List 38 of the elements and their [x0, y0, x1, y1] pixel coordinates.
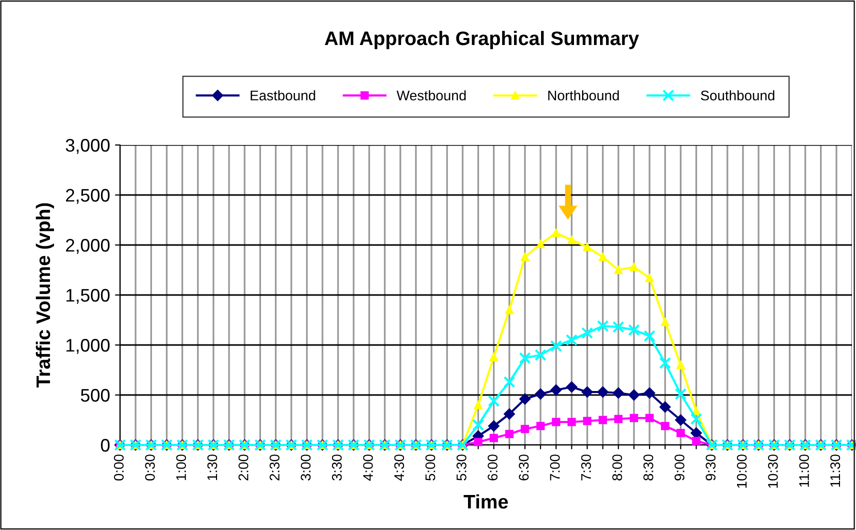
x-tick-label: 5:30 — [456, 454, 466, 480]
x-tick-label: 6:30 — [518, 454, 529, 480]
legend-label: Southbound — [700, 90, 774, 100]
x-tick-label: 1:30 — [207, 454, 218, 480]
x-tick-label: 2:00 — [238, 454, 248, 480]
x-tick-label: 3:00 — [300, 454, 311, 481]
x-tick-label: 7:30 — [581, 454, 591, 480]
y-tick-label: 3,000 — [66, 138, 110, 154]
x-tick-label: 4:30 — [394, 454, 404, 481]
x-tick-label: 0:00 — [114, 454, 124, 481]
x-tick-label: 0:30 — [145, 454, 155, 481]
y-tick-label: 1,000 — [66, 338, 110, 354]
x-tick-label: 8:30 — [643, 454, 654, 480]
legend-label: Northbound — [548, 90, 619, 100]
x-tick-label: 9:30 — [706, 454, 716, 480]
y-tick-label: 0 — [100, 438, 110, 452]
x-tick-label: 3:30 — [332, 454, 342, 481]
x-tick-label: 9:00 — [674, 454, 684, 480]
x-tick-label: 5:00 — [425, 454, 436, 480]
chart-title: AM Approach Graphical Summary — [324, 30, 640, 50]
y-tick-label: 2,000 — [66, 238, 110, 254]
x-tick-label: 7:00 — [550, 454, 560, 480]
y-tick-label: 500 — [80, 388, 110, 402]
legend-label: Westbound — [396, 90, 466, 100]
legend-label: Eastbound — [250, 90, 316, 100]
y-tick-label: 1,500 — [66, 288, 110, 304]
x-tick-label: 2:30 — [270, 454, 280, 480]
x-tick-label: 11:30 — [830, 454, 840, 487]
x-tick-label: 8:00 — [612, 454, 622, 480]
x-tick-label: 6:00 — [488, 454, 498, 480]
x-axis-title: Time — [464, 494, 508, 509]
x-tick-label: 10:30 — [768, 454, 778, 488]
x-tick-label: 10:00 — [736, 454, 747, 488]
y-axis-title: Traffic Volume (vph) — [36, 203, 54, 388]
y-tick-label: 2,500 — [66, 188, 110, 204]
x-tick-label: 1:00 — [176, 454, 186, 480]
x-tick-label: 11:00 — [799, 454, 810, 487]
x-tick-label: 4:00 — [363, 454, 373, 481]
